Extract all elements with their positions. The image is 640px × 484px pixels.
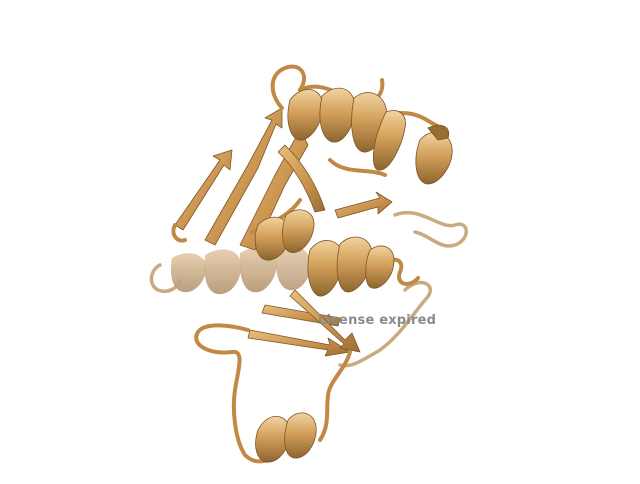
beta-strands — [174, 107, 393, 357]
helix-bottom — [255, 412, 317, 463]
helix-mid-left — [254, 209, 315, 261]
helix-right — [415, 124, 453, 185]
helix-back-left — [170, 245, 311, 295]
helix-top — [287, 87, 406, 171]
license-watermark: License expired — [318, 313, 437, 328]
helix-center — [307, 236, 395, 297]
